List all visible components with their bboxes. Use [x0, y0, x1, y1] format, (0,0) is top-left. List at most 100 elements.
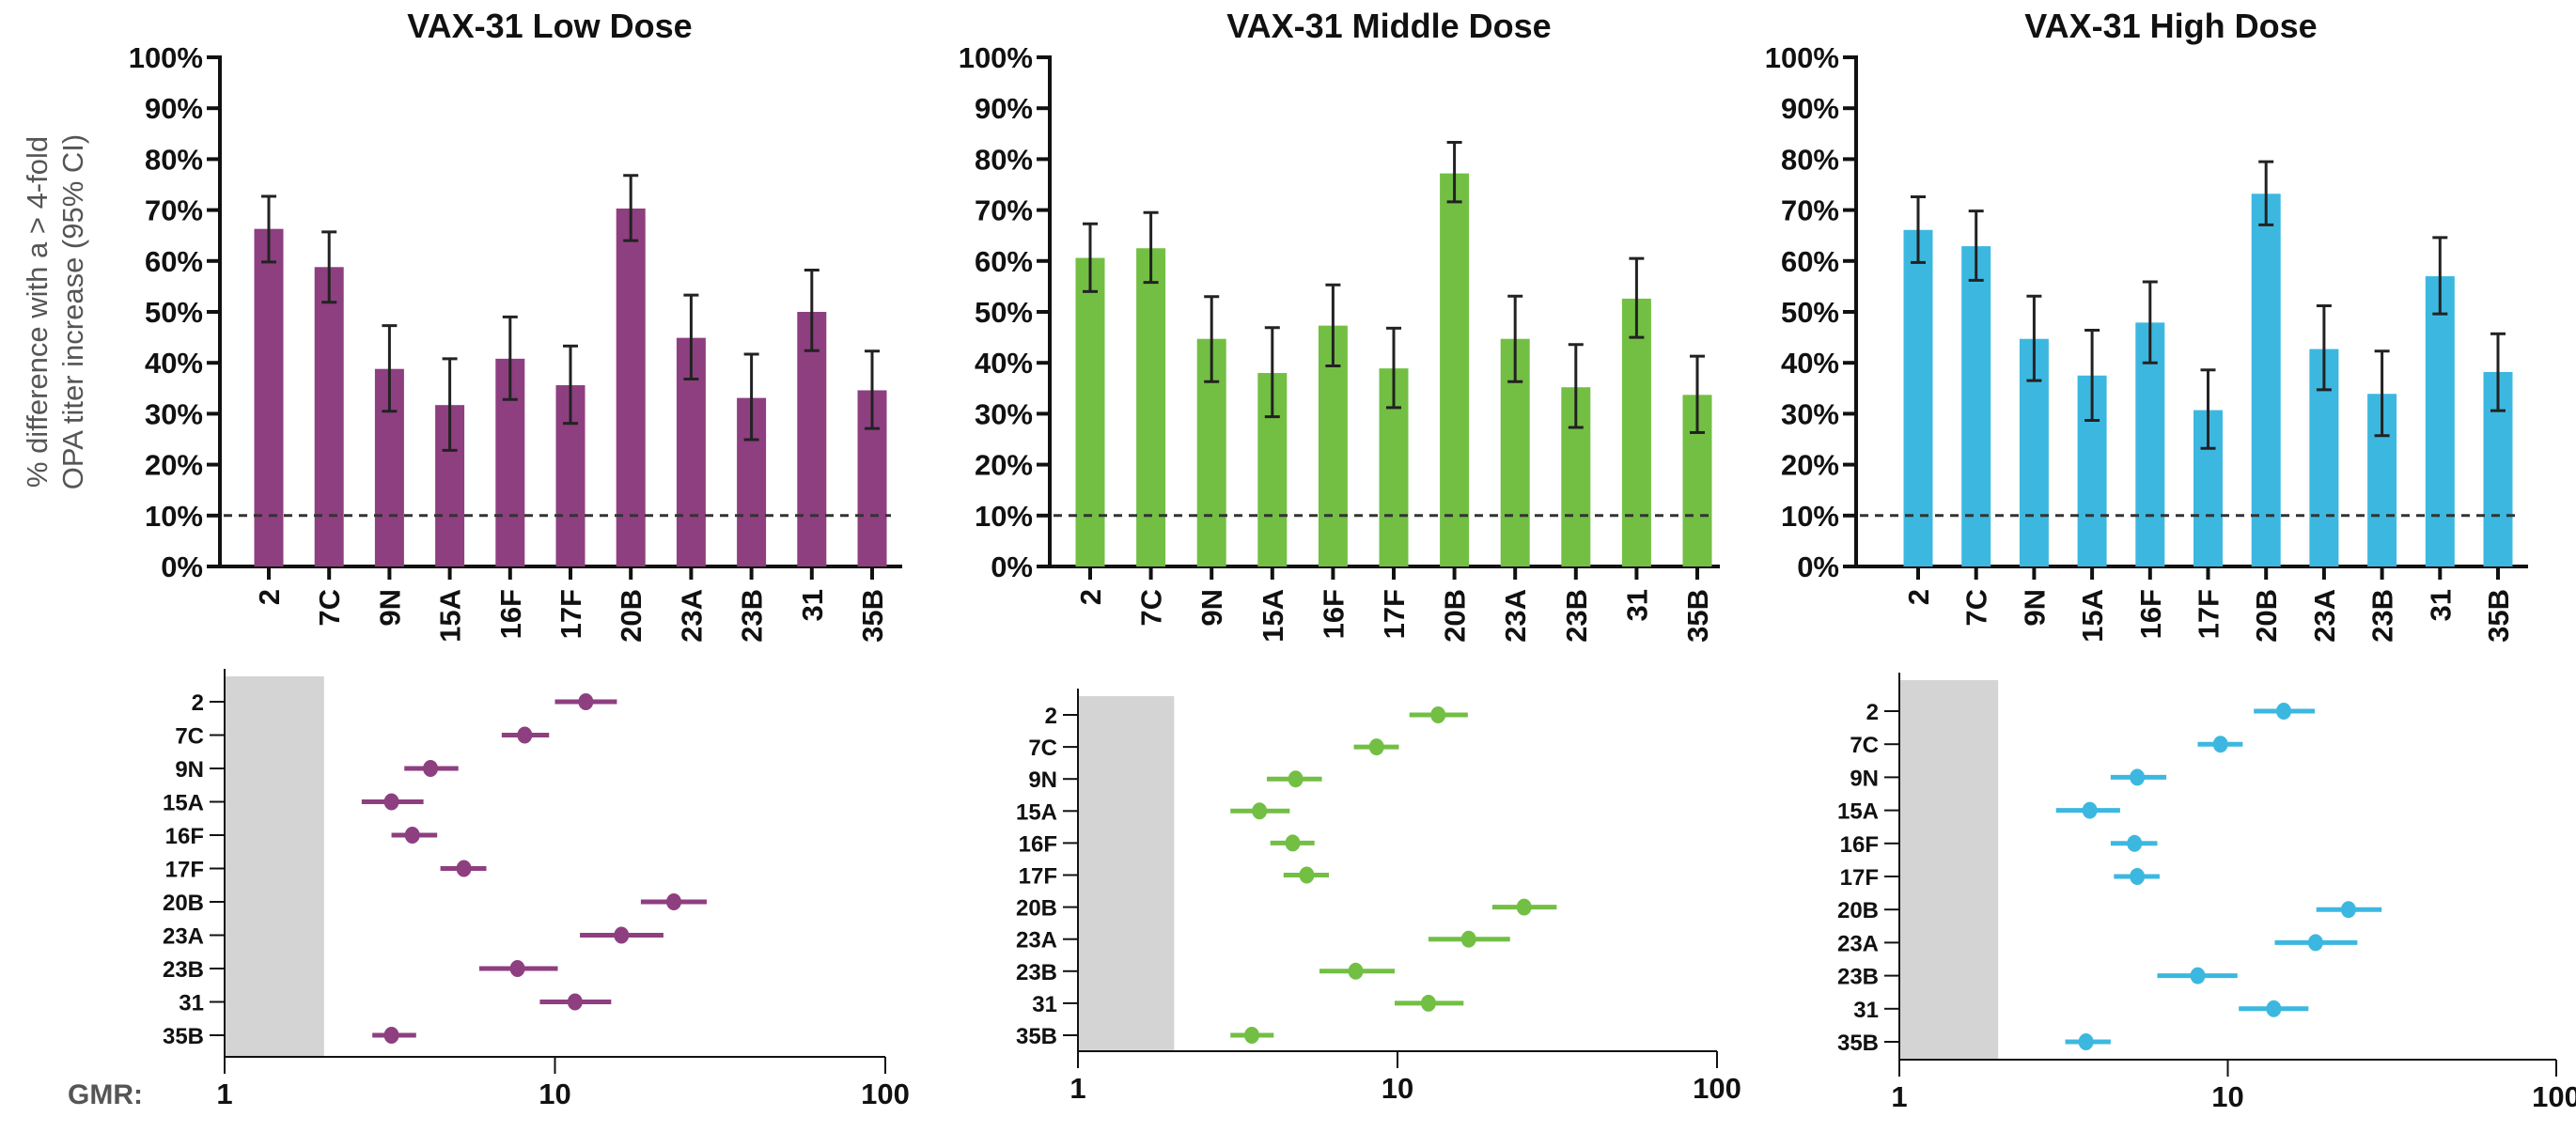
- y-tick-label: 16F: [1019, 831, 1057, 857]
- point-estimate: [2340, 901, 2356, 919]
- chart-title: VAX-31 Middle Dose: [1226, 7, 1551, 45]
- y-tick-label: 16F: [165, 824, 204, 849]
- y-tick-label: 15A: [163, 791, 204, 816]
- y-tick-label: 90%: [975, 92, 1033, 125]
- y-tick-label: 9N: [1028, 768, 1057, 793]
- y-tick-label: 17F: [1840, 865, 1879, 891]
- x-tick-label: 7C: [1135, 589, 1168, 627]
- x-tick-label: 20B: [615, 589, 648, 643]
- y-tick-label: 100%: [959, 41, 1033, 74]
- y-tick-label: 60%: [975, 245, 1033, 278]
- y-tick-label: 30%: [975, 397, 1033, 430]
- point-estimate: [1368, 738, 1384, 756]
- x-tick-label: 16F: [2134, 589, 2167, 639]
- y-tick-label: 30%: [1781, 397, 1839, 430]
- x-tick-label: 16F: [494, 589, 527, 639]
- x-tick-label: 9N: [1195, 589, 1228, 627]
- y-tick-label: 100%: [1765, 41, 1839, 74]
- point-estimate: [383, 1027, 399, 1044]
- y-tick-label: 20%: [145, 449, 203, 482]
- point-estimate: [509, 960, 525, 977]
- point-estimate: [1243, 1027, 1259, 1044]
- y-tick-label: 70%: [975, 194, 1033, 227]
- point-estimate: [383, 793, 399, 811]
- y-axis-label: % difference with a > 4-fold: [21, 136, 54, 488]
- x-tick-label: 10: [2211, 1080, 2243, 1113]
- y-tick-label: 60%: [145, 245, 203, 278]
- bar: [2251, 194, 2281, 567]
- bar: [1961, 246, 1991, 566]
- x-tick-label: 35B: [2482, 589, 2515, 643]
- x-tick-label: 17F: [2193, 589, 2225, 639]
- y-tick-label: 80%: [1781, 143, 1839, 176]
- y-tick-label: 20B: [163, 891, 204, 916]
- point-estimate: [404, 827, 420, 844]
- y-tick-label: 0%: [991, 550, 1033, 583]
- bar: [616, 208, 646, 566]
- point-estimate: [423, 760, 439, 777]
- y-tick-label: 0%: [1797, 550, 1839, 583]
- x-tick-label: 9N: [373, 589, 406, 627]
- point-estimate: [1460, 930, 1476, 948]
- x-tick-label: 1: [1069, 1072, 1085, 1105]
- y-tick-label: 31: [1032, 992, 1057, 1017]
- y-tick-label: 16F: [1840, 832, 1879, 858]
- bar-chart-panel: VAX-31 Middle Dose 0% 10% 20% 30% 40% 50% 60% 70…: [959, 7, 1720, 643]
- point-estimate: [1430, 706, 1446, 723]
- y-tick-label: 31: [179, 991, 204, 1016]
- bar-chart-panel: VAX-31 High Dose 0% 10% 20% 30% 40% 50% 60% 70% 8…: [1765, 7, 2528, 643]
- y-tick-label: 40%: [145, 347, 203, 380]
- bar-chart-panel: VAX-31 Low Dose % difference with a > 4-f…: [21, 7, 902, 643]
- chart-title: VAX-31 High Dose: [2024, 7, 2317, 45]
- y-tick-label: 90%: [145, 92, 203, 125]
- y-tick-label: 7C: [1028, 736, 1057, 761]
- point-estimate: [578, 693, 594, 710]
- y-tick-label: 23B: [163, 957, 204, 983]
- y-tick-label: 80%: [975, 143, 1033, 176]
- point-estimate: [2130, 768, 2146, 786]
- y-tick-label: 70%: [145, 194, 203, 227]
- y-tick-label: 17F: [165, 858, 204, 883]
- x-tick-label: 7C: [313, 589, 346, 627]
- y-tick-label: 70%: [1781, 194, 1839, 227]
- y-tick-label: 20%: [975, 449, 1033, 482]
- y-tick-label: 10%: [975, 500, 1033, 533]
- y-tick-label: 9N: [1850, 766, 1879, 791]
- y-tick-label: 0%: [161, 550, 203, 583]
- x-tick-label: 23A: [2308, 589, 2341, 643]
- bar: [797, 312, 827, 566]
- point-estimate: [2212, 736, 2228, 753]
- y-tick-label: 23B: [1837, 965, 1879, 990]
- point-estimate: [1252, 802, 1268, 820]
- point-estimate: [2307, 934, 2323, 952]
- point-estimate: [2276, 703, 2292, 720]
- point-estimate: [517, 726, 533, 744]
- bar: [1136, 248, 1166, 566]
- shaded-region: [1078, 696, 1175, 1051]
- point-estimate: [2127, 834, 2143, 852]
- x-tick-label: 16F: [1317, 589, 1350, 639]
- y-tick-label: 50%: [1781, 296, 1839, 329]
- point-estimate: [2078, 1033, 2094, 1050]
- y-tick-label: 2: [192, 690, 204, 716]
- x-tick-label: 10: [539, 1078, 570, 1110]
- shaded-region: [225, 676, 324, 1057]
- x-tick-label: 23A: [1499, 589, 1532, 643]
- point-estimate: [567, 993, 583, 1011]
- bar: [1075, 257, 1105, 566]
- x-tick-label: 10: [1382, 1072, 1413, 1105]
- point-estimate: [2130, 868, 2146, 885]
- y-tick-label: 40%: [1781, 347, 1839, 380]
- point-estimate: [1299, 866, 1315, 884]
- point-estimate: [2266, 1000, 2282, 1017]
- x-tick-label: 2: [1074, 589, 1107, 605]
- x-tick-label: 7C: [1960, 589, 1993, 627]
- y-tick-label: 23A: [1016, 928, 1057, 954]
- y-tick-label: 80%: [145, 143, 203, 176]
- point-estimate: [1420, 994, 1436, 1012]
- y-tick-label: 90%: [1781, 92, 1839, 125]
- point-estimate: [1288, 770, 1304, 788]
- x-tick-label: 23B: [2366, 589, 2399, 643]
- y-tick-label: 50%: [975, 296, 1033, 329]
- y-tick-label: 20B: [1016, 896, 1057, 922]
